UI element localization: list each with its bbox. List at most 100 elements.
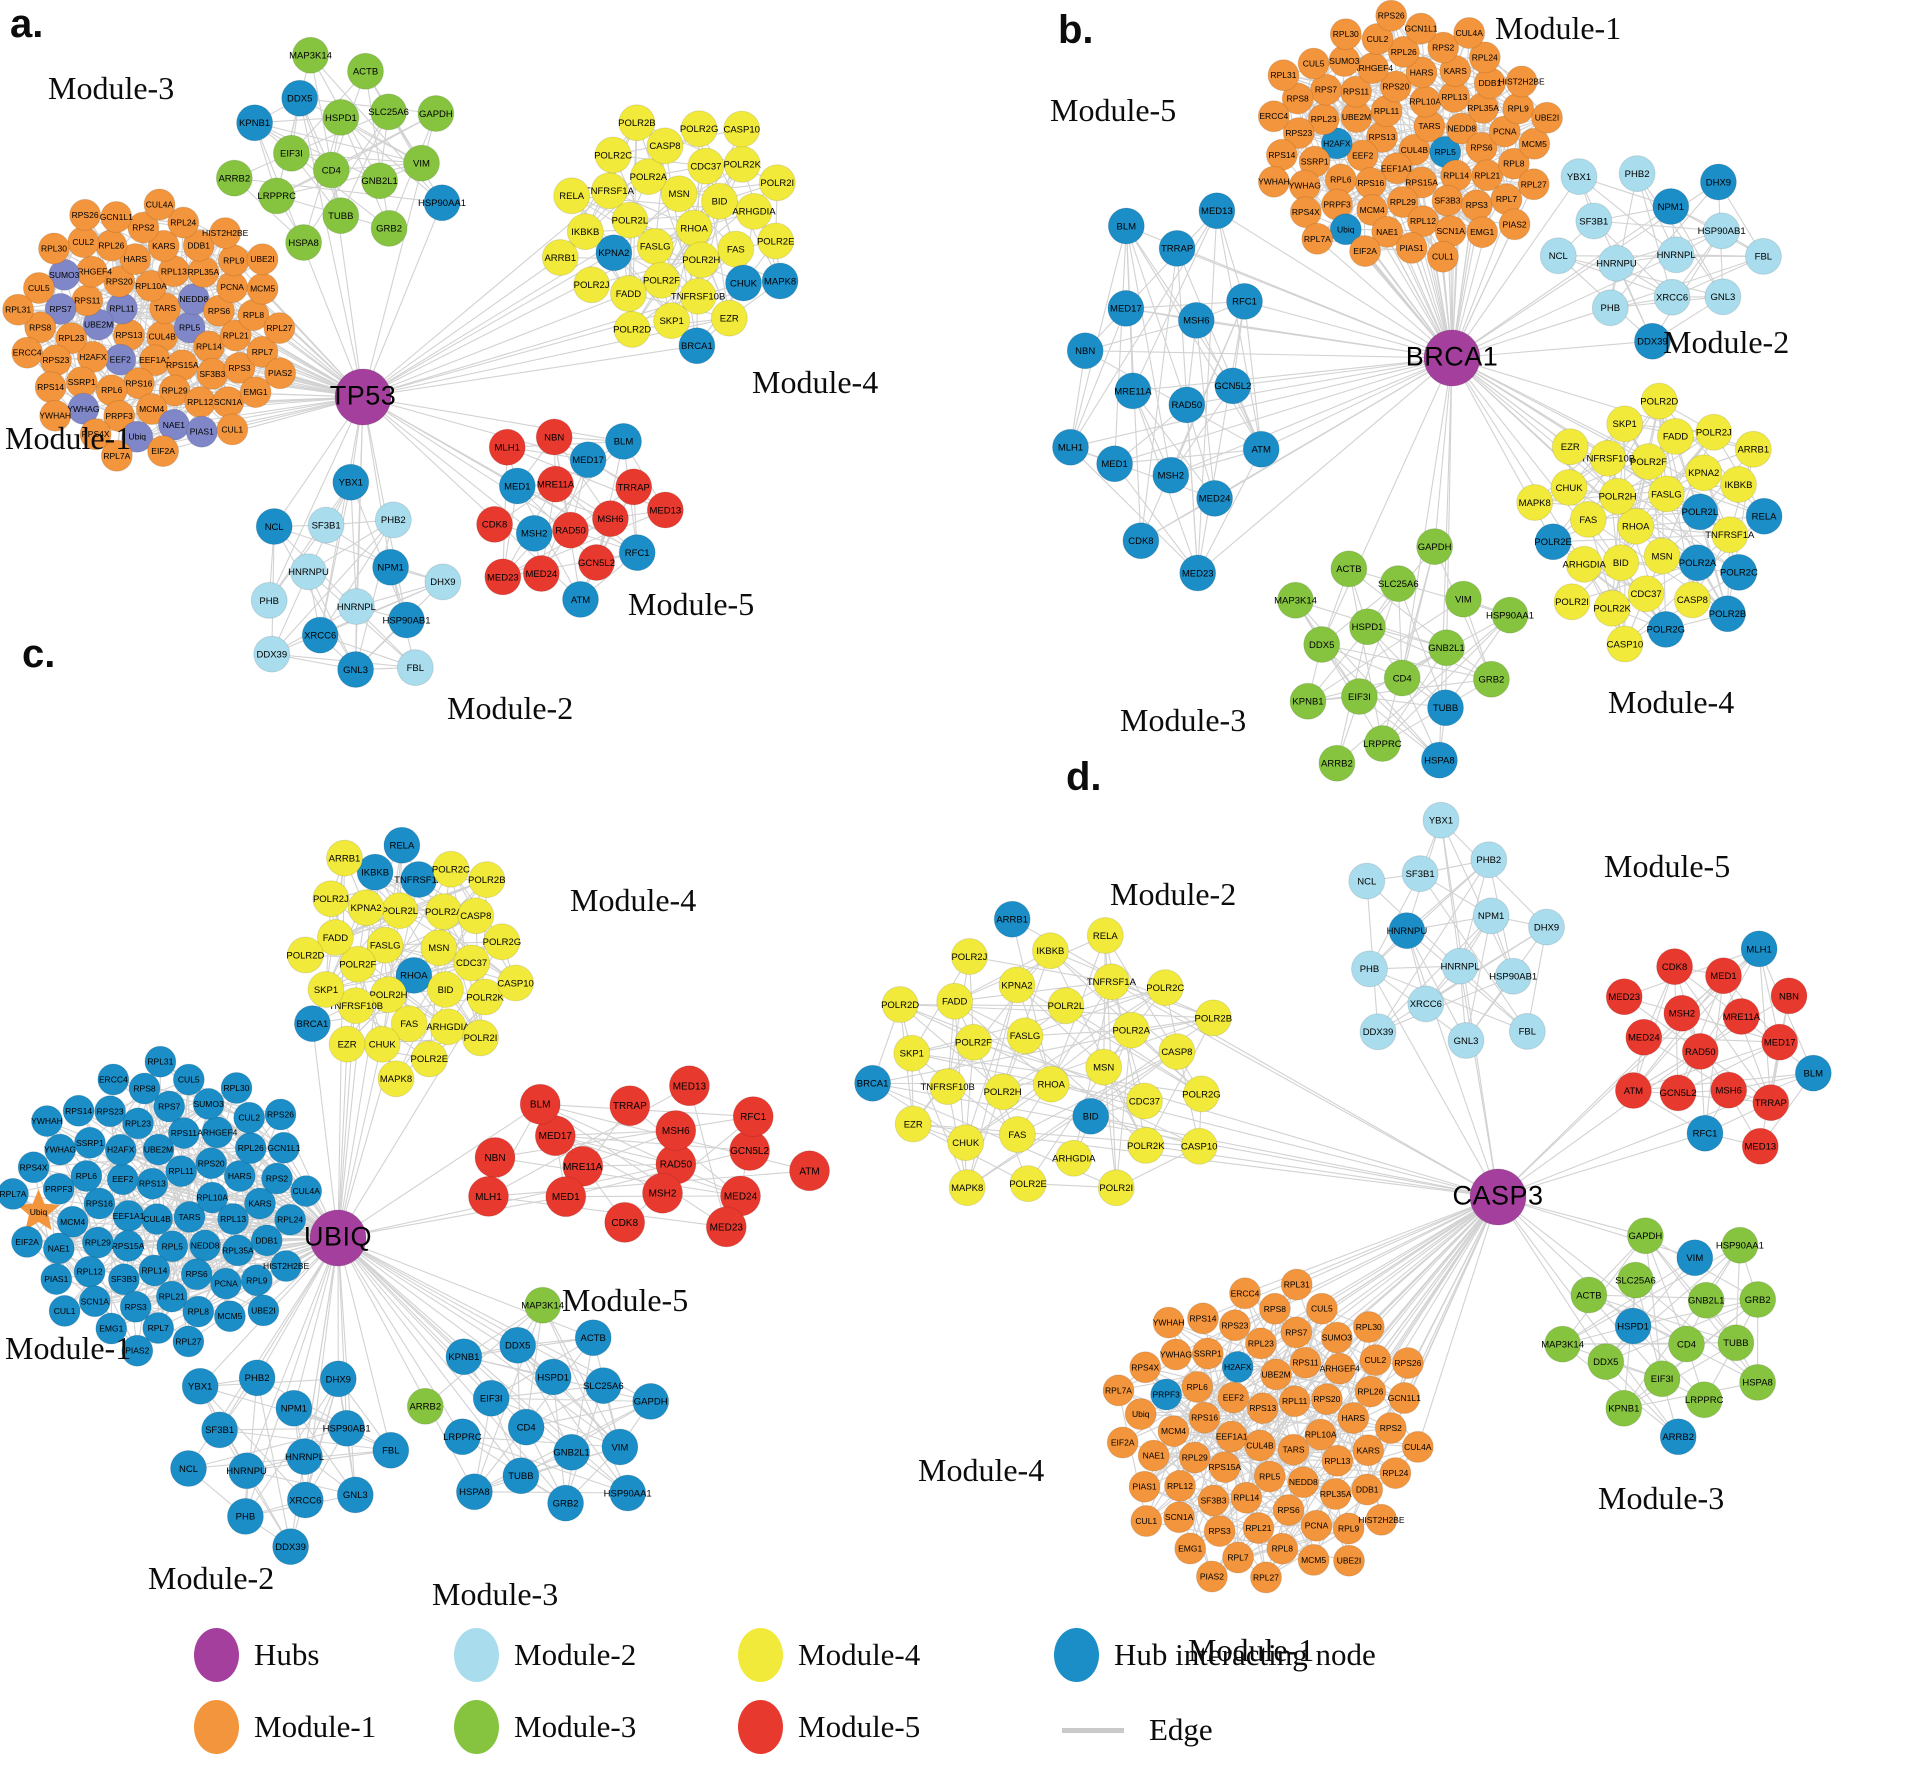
node-FASLG[interactable]: [1647, 475, 1685, 513]
node-VIM[interactable]: [403, 144, 440, 182]
node-RPL24[interactable]: [1468, 41, 1501, 74]
node-GNB2L1[interactable]: [361, 162, 399, 200]
node-RPL11[interactable]: [1278, 1385, 1311, 1418]
node-RPS8[interactable]: [1258, 1292, 1291, 1325]
node-PRPF3[interactable]: [103, 400, 136, 432]
node-MED1[interactable]: [498, 467, 536, 505]
node-POLR2H[interactable]: [370, 976, 407, 1014]
node-RPL35A[interactable]: [1319, 1478, 1352, 1510]
node-LRPPRC[interactable]: [1685, 1381, 1723, 1419]
node-EIF3I[interactable]: [472, 1379, 510, 1417]
node-DDX39[interactable]: [272, 1528, 310, 1566]
node-CUL5[interactable]: [22, 272, 55, 304]
node-CUL4A[interactable]: [1401, 1430, 1434, 1463]
node-CUL1[interactable]: [216, 413, 249, 446]
node-XRCC6[interactable]: [301, 616, 339, 654]
node-GCN5L2[interactable]: [1214, 367, 1252, 405]
node-NPM1[interactable]: [372, 548, 410, 586]
node-MED24[interactable]: [522, 555, 560, 592]
node-SKP1[interactable]: [1606, 405, 1644, 443]
node-POLR2A[interactable]: [629, 158, 667, 196]
node-ERCC4[interactable]: [1229, 1277, 1261, 1310]
node-RPL30[interactable]: [38, 232, 70, 265]
node-GCN5L2[interactable]: [1659, 1074, 1697, 1112]
node-RPL27[interactable]: [1517, 168, 1550, 201]
node-EZR[interactable]: [894, 1105, 932, 1143]
node-NAE1[interactable]: [1371, 215, 1404, 248]
node-SF3B3[interactable]: [107, 1263, 140, 1296]
node-RAD50[interactable]: [1168, 386, 1206, 424]
node-POLR2I[interactable]: [1097, 1169, 1135, 1207]
node-MED17[interactable]: [1761, 1023, 1799, 1061]
node-TNFRSF1A[interactable]: [1092, 963, 1130, 1001]
hub-node-TP53[interactable]: [334, 368, 392, 426]
node-MSH2[interactable]: [1663, 994, 1701, 1032]
node-RPL10A[interactable]: [135, 269, 167, 302]
node-EIF2A[interactable]: [1349, 235, 1382, 268]
node-RPS15A[interactable]: [1208, 1451, 1241, 1484]
node-TNFRSF1A[interactable]: [590, 172, 628, 210]
node-HARS[interactable]: [223, 1160, 256, 1192]
node-TRRAP[interactable]: [615, 468, 653, 506]
node-HSPD1[interactable]: [1614, 1307, 1652, 1345]
node-MSH2[interactable]: [515, 514, 553, 552]
node-MED24[interactable]: [1625, 1018, 1663, 1056]
node-MCM5[interactable]: [1518, 127, 1551, 160]
node-LRPPRC[interactable]: [1363, 725, 1401, 762]
node-VIM[interactable]: [1444, 580, 1482, 618]
node-POLR2A[interactable]: [1679, 544, 1716, 582]
node-HSPA8[interactable]: [285, 224, 323, 261]
node-MED23[interactable]: [1605, 978, 1643, 1016]
node-RPL31[interactable]: [1267, 59, 1300, 92]
node-DHX9[interactable]: [319, 1360, 357, 1398]
node-KPNB1[interactable]: [1289, 682, 1327, 720]
node-POLR2J[interactable]: [1695, 413, 1733, 451]
node-MED13[interactable]: [646, 491, 684, 529]
node-HNRNPU[interactable]: [1388, 912, 1426, 950]
node-RPL13[interactable]: [1321, 1444, 1354, 1477]
node-RPL8[interactable]: [1266, 1532, 1299, 1565]
node-GNB2L1[interactable]: [1687, 1281, 1725, 1319]
node-GCN5L2[interactable]: [578, 544, 615, 581]
node-MSH6[interactable]: [1177, 301, 1215, 339]
node-RPS3[interactable]: [119, 1290, 152, 1323]
node-MCM4[interactable]: [135, 393, 168, 425]
node-MED1[interactable]: [1096, 445, 1134, 483]
node-RPL14[interactable]: [138, 1254, 171, 1287]
node-NCL[interactable]: [1348, 862, 1386, 900]
node-MED17[interactable]: [1107, 289, 1145, 327]
node-ARHGDIA[interactable]: [1565, 545, 1603, 583]
node-KPNA2[interactable]: [998, 966, 1036, 1004]
node-CD4[interactable]: [312, 151, 350, 189]
node-TRRAP[interactable]: [1752, 1084, 1790, 1122]
node-VIM[interactable]: [601, 1428, 639, 1466]
node-MED13[interactable]: [1198, 192, 1236, 230]
node-DHX9[interactable]: [1528, 908, 1565, 946]
node-KPNA2[interactable]: [595, 234, 633, 272]
node-NEDD8[interactable]: [1287, 1466, 1320, 1499]
node-RPL30[interactable]: [220, 1072, 253, 1104]
node-ACTB[interactable]: [1570, 1276, 1608, 1314]
node-RPS14[interactable]: [62, 1094, 95, 1127]
node-RPS14[interactable]: [1187, 1302, 1219, 1335]
node-GCN1L1[interactable]: [100, 201, 133, 233]
node-MAPK8[interactable]: [948, 1169, 986, 1207]
node-FBL[interactable]: [396, 649, 434, 687]
node-XRCC6[interactable]: [1407, 985, 1445, 1023]
node-YBX1[interactable]: [1422, 801, 1460, 839]
node-PRPF3[interactable]: [1150, 1378, 1183, 1411]
node-HSP90AB1[interactable]: [1703, 212, 1741, 250]
node-RPS26[interactable]: [69, 198, 102, 231]
node-CUL2[interactable]: [1359, 1344, 1392, 1377]
node-MAP3K14[interactable]: [1277, 581, 1314, 619]
node-TUBB[interactable]: [1717, 1324, 1755, 1362]
node-RPS2[interactable]: [127, 211, 160, 244]
node-POLR2K[interactable]: [1127, 1126, 1165, 1164]
node-YBX1[interactable]: [181, 1367, 219, 1405]
node-RPL21[interactable]: [219, 319, 252, 352]
node-NEDD8[interactable]: [1445, 112, 1478, 145]
node-PCNA[interactable]: [1300, 1509, 1333, 1542]
node-RFC1[interactable]: [618, 534, 656, 572]
node-POLR2K[interactable]: [1593, 589, 1631, 627]
node-EIF3I[interactable]: [1340, 678, 1378, 715]
